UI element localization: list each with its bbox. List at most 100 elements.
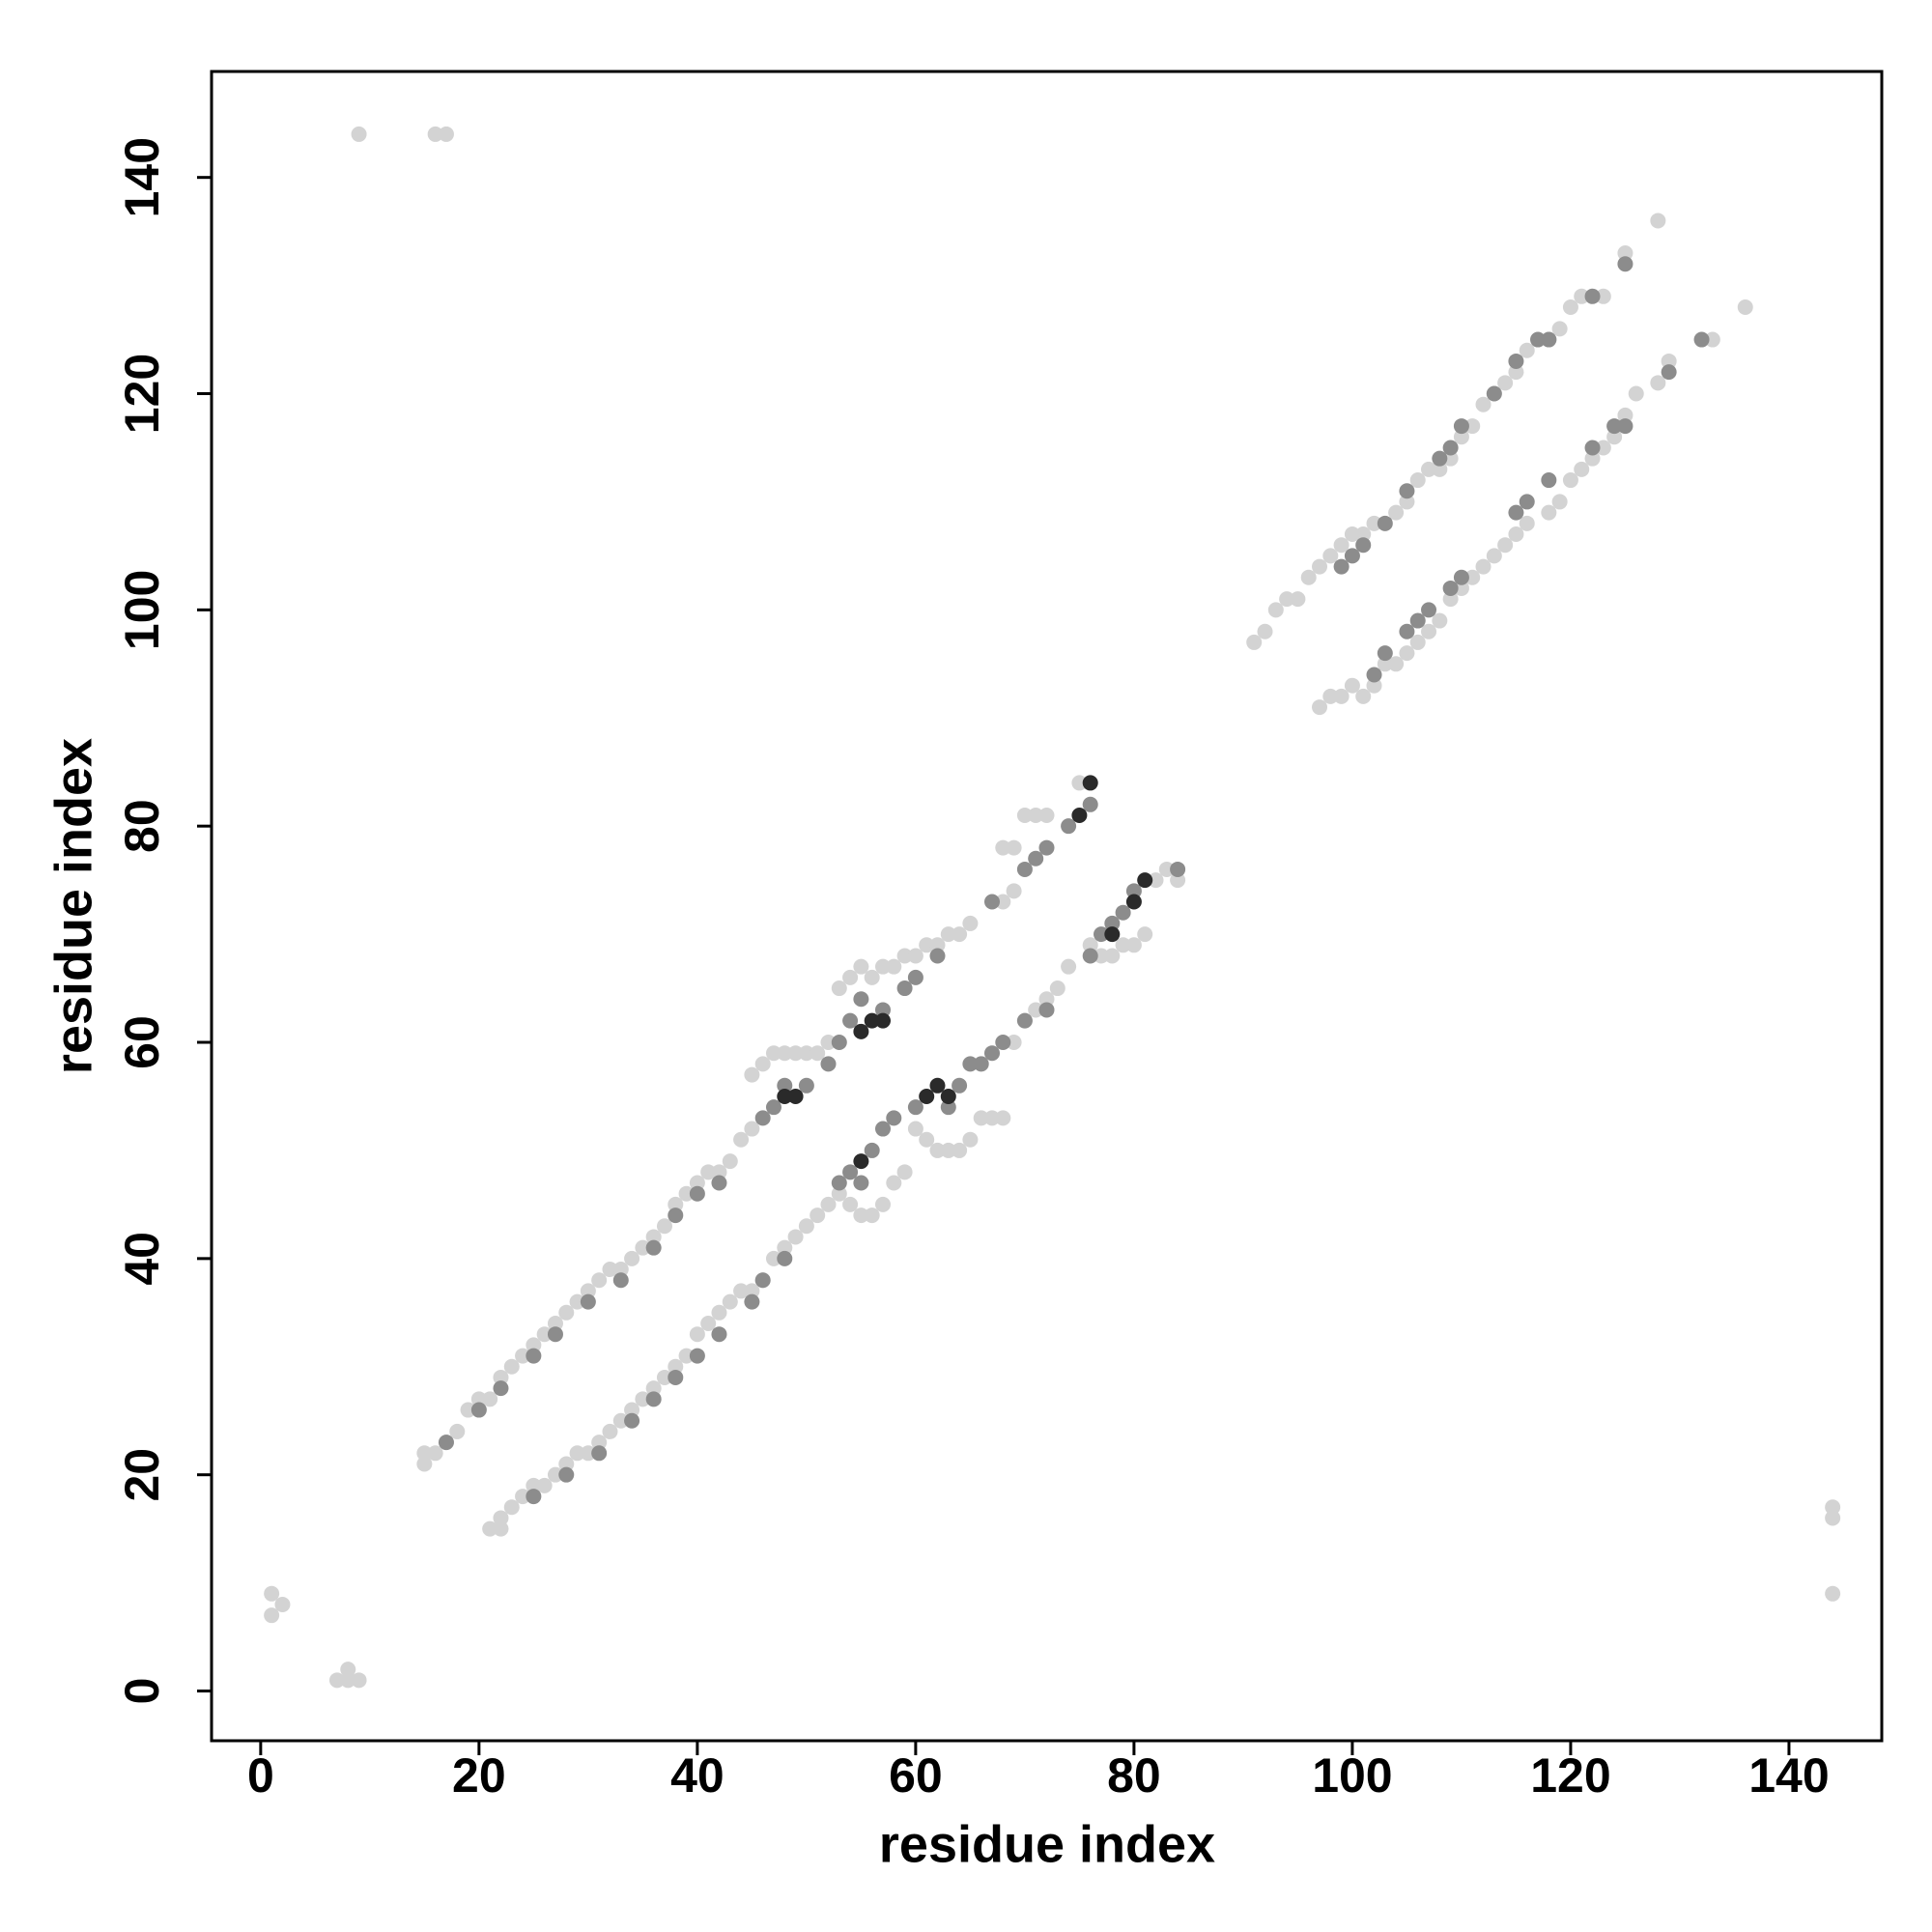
- point: [1333, 558, 1350, 575]
- point: [645, 1380, 662, 1397]
- point: [1617, 256, 1634, 272]
- point: [1442, 440, 1459, 456]
- y-tick-label: 100: [115, 570, 169, 650]
- point: [831, 980, 847, 997]
- point: [700, 1316, 717, 1331]
- y-tick-label: 20: [115, 1448, 169, 1502]
- point: [896, 1164, 913, 1180]
- point: [962, 1131, 979, 1148]
- point: [842, 1164, 859, 1180]
- point: [1006, 883, 1022, 899]
- point: [668, 1196, 684, 1212]
- point: [580, 1293, 596, 1310]
- point: [340, 1662, 356, 1678]
- point: [1530, 331, 1547, 348]
- point: [842, 1196, 859, 1212]
- point: [591, 1272, 608, 1289]
- point: [1486, 548, 1502, 564]
- point: [952, 926, 968, 943]
- point: [995, 1035, 1011, 1051]
- point: [744, 1293, 760, 1310]
- point: [700, 1164, 717, 1180]
- point: [940, 926, 956, 943]
- point: [754, 1056, 771, 1072]
- point: [940, 1099, 956, 1116]
- point: [1038, 807, 1055, 823]
- point: [874, 1012, 891, 1029]
- point: [864, 1142, 880, 1158]
- point: [1693, 331, 1710, 348]
- point: [952, 1077, 968, 1094]
- point: [493, 1369, 509, 1385]
- point: [853, 1208, 869, 1224]
- point: [787, 1088, 804, 1104]
- point: [470, 1391, 487, 1407]
- point: [1279, 591, 1295, 608]
- point: [1475, 396, 1492, 412]
- point: [1497, 537, 1514, 554]
- point: [952, 1142, 968, 1158]
- point: [754, 1110, 771, 1126]
- point: [668, 1358, 684, 1375]
- point: [689, 1185, 705, 1202]
- point: [645, 1239, 662, 1256]
- point: [1399, 483, 1415, 499]
- point: [940, 1142, 956, 1158]
- point: [1442, 450, 1459, 467]
- point: [886, 1110, 902, 1126]
- point: [864, 969, 880, 985]
- point: [1453, 418, 1469, 435]
- point: [1257, 623, 1273, 639]
- point: [656, 1369, 672, 1385]
- point: [1661, 364, 1677, 381]
- point: [722, 1293, 738, 1310]
- point: [624, 1402, 640, 1418]
- point: [787, 1229, 804, 1245]
- point: [1104, 915, 1121, 931]
- point: [689, 1348, 705, 1364]
- point: [1497, 375, 1514, 391]
- point: [493, 1510, 509, 1526]
- point: [635, 1391, 651, 1407]
- point: [1082, 796, 1098, 812]
- point: [1442, 591, 1459, 608]
- point: [1617, 245, 1634, 262]
- x-tick-label: 120: [1530, 1748, 1610, 1803]
- point: [1399, 645, 1415, 662]
- point: [1399, 494, 1415, 510]
- point: [1617, 418, 1634, 435]
- point: [1464, 569, 1481, 585]
- point: [351, 1672, 367, 1689]
- point: [886, 958, 902, 975]
- x-tick-label: 0: [247, 1748, 274, 1803]
- point: [1016, 861, 1033, 877]
- y-tick-label: 140: [115, 137, 169, 217]
- point: [1028, 850, 1044, 867]
- point: [602, 1423, 618, 1439]
- point: [929, 948, 946, 964]
- point: [896, 980, 913, 997]
- point: [1366, 677, 1382, 694]
- point: [547, 1466, 563, 1483]
- point: [689, 1326, 705, 1343]
- point: [1115, 904, 1131, 921]
- point: [438, 1435, 454, 1451]
- point: [1049, 980, 1065, 997]
- point: [1170, 861, 1186, 877]
- point: [1094, 926, 1110, 943]
- point: [1246, 634, 1263, 650]
- point: [591, 1445, 608, 1462]
- y-tick-label: 0: [115, 1678, 169, 1705]
- point: [744, 1066, 760, 1083]
- point: [1442, 580, 1459, 596]
- point: [515, 1348, 531, 1364]
- point: [787, 1045, 804, 1062]
- point: [1148, 872, 1164, 889]
- point: [668, 1208, 684, 1224]
- point: [1825, 1499, 1841, 1516]
- point: [624, 1250, 640, 1266]
- point: [853, 1153, 869, 1170]
- point: [983, 894, 1000, 910]
- x-tick-label: 80: [1107, 1748, 1161, 1803]
- point: [962, 1056, 979, 1072]
